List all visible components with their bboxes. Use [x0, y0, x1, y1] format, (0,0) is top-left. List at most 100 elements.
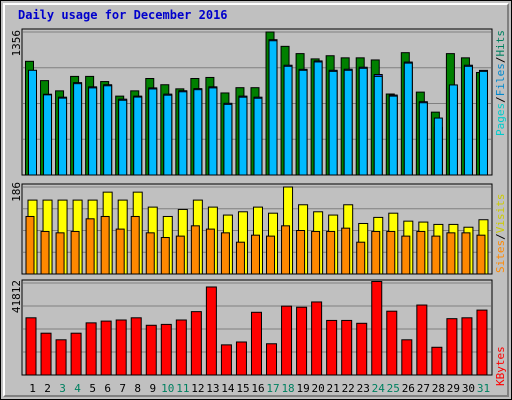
sites-bar [461, 232, 471, 275]
sites-bar [356, 241, 366, 275]
pages-bar [448, 84, 458, 176]
kbytes-bar [25, 317, 37, 376]
day-label: 15 [236, 382, 249, 395]
day-label: 1 [29, 382, 36, 395]
legend-top: Pages/Files/Hits [494, 30, 507, 136]
pages-bar [193, 89, 203, 176]
sites-bar [326, 230, 336, 275]
sites-bar [40, 230, 50, 275]
day-label: 5 [89, 382, 96, 395]
day-labels: 1 2 3 4 5 6 7 8 9 10 11 12 13 14 15 16 17 18 19 20 21 22 23 24 2… [29, 382, 490, 395]
pages-bar [403, 62, 413, 176]
pages-bar [148, 88, 158, 176]
pages-bar [28, 69, 37, 176]
pages-bar [253, 97, 263, 176]
sites-bar [341, 227, 351, 275]
legend-hits: Hits [494, 30, 507, 57]
sites-bar [250, 234, 260, 275]
kbytes-bar [356, 322, 368, 376]
day-label: 3 [59, 382, 66, 395]
day-label: 19 [296, 382, 309, 395]
pages-bar [313, 61, 323, 176]
day-label: 20 [312, 382, 325, 395]
day-label: 4 [74, 382, 81, 395]
pages-bar [283, 65, 293, 176]
day-label: 12 [191, 382, 204, 395]
kbytes-bar [115, 319, 127, 376]
legend-pages: Pages [494, 103, 507, 136]
kbytes-bar [40, 332, 52, 376]
pages-bar [88, 87, 98, 176]
kbytes-bar [220, 344, 232, 376]
kbytes-bar [70, 332, 82, 376]
kbytes-bar [250, 311, 262, 376]
sites-bar [416, 230, 426, 275]
sites-bar [235, 241, 245, 275]
legend-sep-2: / [494, 57, 507, 64]
day-label: 7 [119, 382, 126, 395]
legend-visits: Visits [494, 194, 507, 234]
kbytes-bar [85, 322, 97, 376]
kbytes-bar [416, 304, 428, 376]
kbytes-bar [266, 343, 278, 376]
kbytes-bar [446, 318, 458, 376]
pages-bar [208, 87, 218, 176]
day-label: 27 [417, 382, 430, 395]
pages-bar [388, 95, 398, 176]
sites-bar [296, 230, 306, 275]
day-label: 22 [342, 382, 355, 395]
pages-bar [418, 102, 428, 176]
sites-bar [130, 215, 140, 275]
kbytes-bar [175, 319, 187, 376]
sites-bar [145, 232, 155, 275]
kbytes-bar [326, 319, 338, 376]
pages-bar [73, 83, 83, 176]
legend-kbytes: KBytes [494, 346, 507, 386]
kbytes-bar [401, 339, 413, 376]
sites-bar [446, 232, 456, 275]
day-label: 26 [402, 382, 415, 395]
pages-bar [433, 117, 443, 176]
day-label: 8 [134, 382, 141, 395]
pages-bar [343, 69, 353, 176]
sites-bar [476, 234, 486, 275]
sites-bar [401, 235, 411, 275]
sites-bar [220, 232, 230, 275]
day-label: 18 [281, 382, 294, 395]
visits-sites-panel [21, 183, 493, 275]
kbytes-bar [190, 311, 202, 376]
day-label: 21 [327, 382, 340, 395]
pages-bar [268, 40, 278, 176]
hits-files-pages-panel [21, 28, 493, 176]
pages-bar [178, 91, 188, 176]
day-label: 9 [149, 382, 156, 395]
kbytes-bar [55, 339, 67, 376]
sites-bar [281, 225, 291, 275]
sites-bar [160, 237, 170, 275]
ymax-label-middle: 186 [10, 182, 23, 202]
sites-bar [371, 230, 381, 275]
chart-title: Daily usage for December 2016 [18, 8, 228, 22]
pages-bar [358, 67, 368, 176]
kbytes-panel [21, 279, 493, 376]
kbytes-bar [341, 319, 353, 376]
sites-bar [115, 228, 125, 275]
kbytes-bar [100, 320, 112, 376]
day-label: 28 [432, 382, 445, 395]
pages-bar [103, 85, 113, 176]
pages-bar [478, 70, 488, 176]
pages-bar [463, 65, 473, 176]
kbytes-bar [476, 309, 488, 376]
day-label: 29 [447, 382, 460, 395]
sites-bar [431, 235, 441, 275]
sites-bar [175, 235, 185, 275]
kbytes-bar [431, 346, 443, 376]
kbytes-bar [160, 323, 172, 376]
day-label: 23 [357, 382, 370, 395]
legend-sites: Sites [494, 240, 507, 273]
day-label: 31 [477, 382, 490, 395]
pages-bar [373, 75, 383, 176]
sites-bar [311, 230, 321, 275]
pages-bar [163, 94, 173, 176]
